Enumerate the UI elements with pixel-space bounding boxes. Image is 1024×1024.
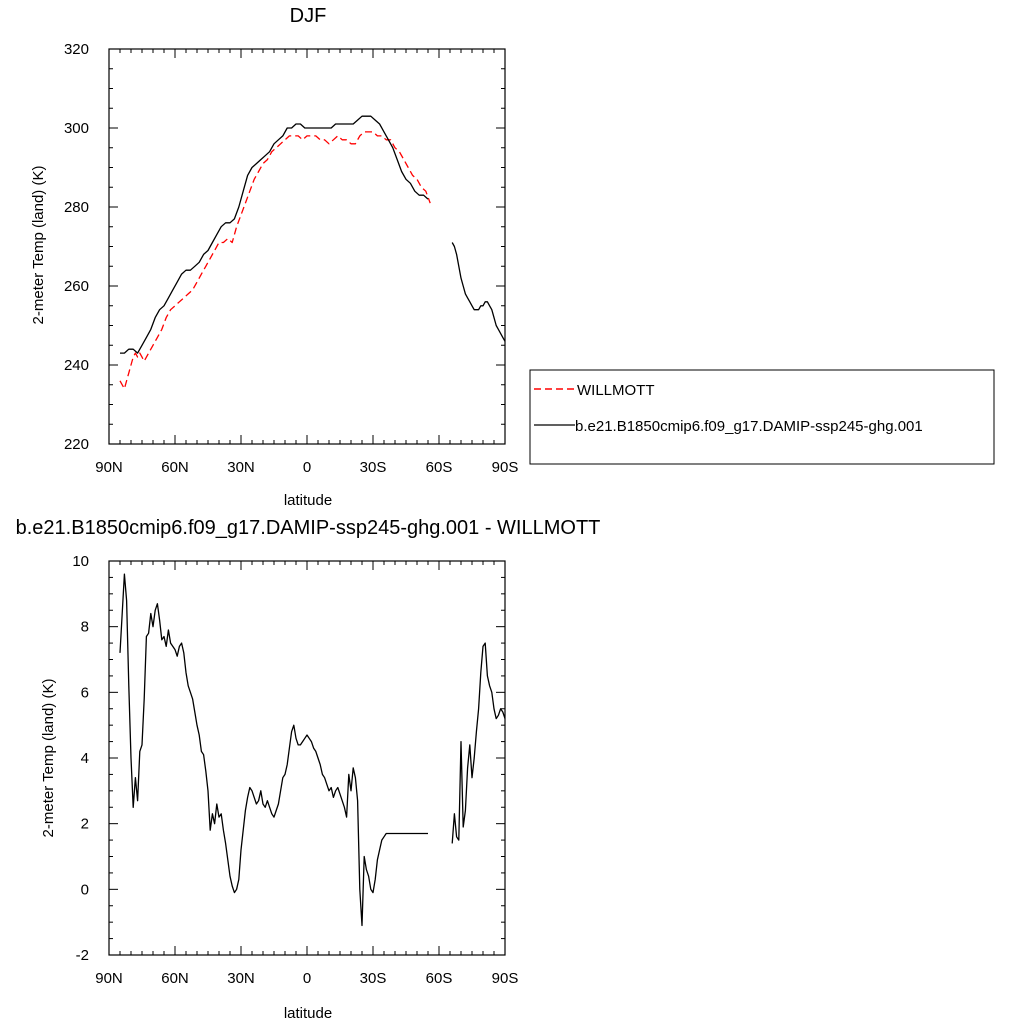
top-x-axis-label: latitude: [284, 492, 332, 509]
bottom-y-tick-label: 0: [81, 881, 89, 898]
top-axes: 90N 60N 30N 0 30S 60S 90S 220 240 260 280 300 320: [64, 41, 518, 476]
bottom-y-tick-label: 8: [81, 619, 89, 636]
bottom-x-tick-label: 30N: [227, 970, 255, 987]
bottom-x-tick-label: 60N: [161, 970, 189, 987]
top-y-tick-label: 240: [64, 357, 89, 374]
top-series-0-line: [119, 131, 431, 390]
top-series-1-line: [120, 115, 429, 354]
top-y-tick-label: 260: [64, 278, 89, 295]
top-x-tick-label: 60N: [161, 459, 189, 476]
legend-box: [529, 369, 995, 465]
top-y-tick-label: 280: [64, 199, 89, 216]
legend-entry-willmott: WILLMOTT: [577, 382, 655, 399]
top-x-tick-label: 30N: [227, 459, 255, 476]
bottom-x-axis-label: latitude: [284, 1005, 332, 1022]
top-y-axis-label: 2-meter Temp (land) (K): [30, 166, 47, 325]
top-x-tick-label: 60S: [426, 459, 453, 476]
top-series: [119, 115, 506, 390]
top-chart-title: DJF: [290, 5, 327, 27]
bottom-x-tick-label: 0: [303, 970, 311, 987]
top-x-tick-label: 90N: [95, 459, 123, 476]
top-x-tick-label: 90S: [492, 459, 519, 476]
top-plot-frame: [108, 48, 506, 445]
bottom-y-tick-label: 2: [81, 816, 89, 833]
top-y-tick-label: 320: [64, 41, 89, 58]
bottom-x-tick-label: 60S: [426, 970, 453, 987]
legend: WILLMOTT b.e21.B1850cmip6.f09_g17.DAMIP-…: [529, 369, 995, 465]
top-y-tick-label: 300: [64, 120, 89, 137]
bottom-x-tick-label: 90N: [95, 970, 123, 987]
bottom-axes: 90N 60N 30N 0 30S 60S 90S -2 0 2 4 6 8 10: [72, 553, 518, 987]
bottom-series-0-line: [451, 642, 506, 844]
legend-entry-model: b.e21.B1850cmip6.f09_g17.DAMIP-ssp245-gh…: [575, 418, 923, 435]
bottom-y-tick-label: -2: [76, 947, 89, 964]
bottom-y-axis-label: 2-meter Temp (land) (K): [40, 679, 57, 838]
top-panel: DJF 90N 60N 30N 0 30S 60S 90S 220 240 260 280 300 32…: [30, 5, 518, 509]
bottom-chart-title: b.e21.B1850cmip6.f09_g17.DAMIP-ssp245-gh…: [16, 517, 601, 539]
bottom-plot-frame: [108, 560, 506, 956]
bottom-y-tick-label: 6: [81, 684, 89, 701]
bottom-y-tick-label: 10: [72, 553, 89, 570]
bottom-x-tick-label: 90S: [492, 970, 519, 987]
bottom-panel: b.e21.B1850cmip6.f09_g17.DAMIP-ssp245-gh…: [16, 517, 601, 1022]
bottom-y-tick-label: 4: [81, 750, 89, 767]
bottom-series-0-line: [119, 573, 428, 927]
top-x-tick-label: 30S: [360, 459, 387, 476]
top-series-1-line: [451, 242, 506, 342]
bottom-x-tick-label: 30S: [360, 970, 387, 987]
bottom-series: [119, 573, 506, 927]
top-y-tick-label: 220: [64, 436, 89, 453]
top-x-tick-label: 0: [303, 459, 311, 476]
